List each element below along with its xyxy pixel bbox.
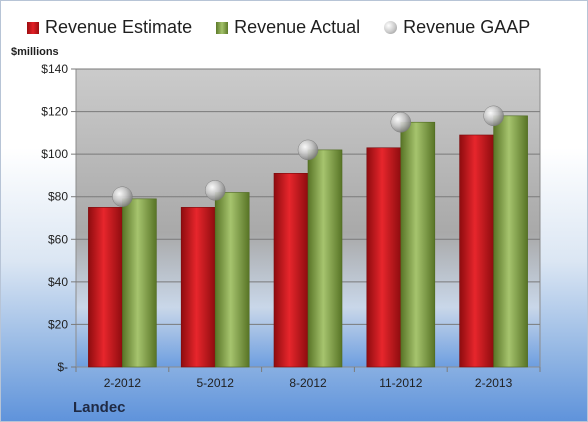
legend: Revenue Estimate Revenue Actual Revenue … — [27, 17, 530, 38]
legend-swatch-gaap — [384, 21, 398, 34]
company-name: Landec — [73, 399, 126, 416]
y-axis-unit-label: $millions — [11, 46, 59, 58]
legend-label-gaap: Revenue GAAP — [403, 17, 531, 37]
gaap-marker — [390, 111, 412, 133]
bar-estimate — [88, 207, 123, 368]
y-tick-label: $140 — [41, 62, 68, 76]
x-tick-label: 11-2012 — [379, 376, 422, 390]
y-tick-label: $40 — [48, 275, 68, 289]
gaap-marker — [112, 186, 133, 207]
bar-estimate — [459, 134, 494, 368]
x-tick-label: 2-2012 — [104, 376, 142, 390]
bar-actual — [400, 121, 436, 368]
legend-label-actual: Revenue Actual — [234, 17, 361, 37]
y-tick-label: $100 — [41, 147, 68, 161]
legend-label-estimate: Revenue Estimate — [45, 17, 193, 37]
bar-estimate — [366, 147, 402, 368]
legend-item-actual: Revenue Actual — [216, 17, 360, 38]
gaap-marker — [483, 105, 504, 127]
gaap-marker — [204, 180, 226, 201]
bar-estimate — [273, 173, 309, 368]
bar-estimate — [180, 207, 216, 368]
x-tick-label: 5-2012 — [197, 376, 235, 390]
y-tick-label: $- — [57, 360, 68, 374]
y-tick-label: $120 — [41, 105, 68, 119]
legend-item-estimate: Revenue Estimate — [27, 17, 192, 38]
bar-actual — [493, 115, 528, 368]
legend-item-gaap: Revenue GAAP — [384, 17, 530, 38]
bar-actual — [214, 192, 250, 368]
gaap-marker — [297, 139, 319, 161]
bar-actual — [122, 198, 157, 368]
bar-actual — [307, 149, 343, 368]
y-tick-label: $80 — [48, 190, 68, 204]
x-tick-label: 8-2012 — [289, 376, 327, 390]
legend-swatch-estimate — [27, 21, 39, 34]
x-tick-label: 2-2013 — [475, 376, 513, 390]
legend-swatch-actual — [216, 21, 229, 34]
y-tick-label: $20 — [48, 317, 68, 331]
y-tick-label: $60 — [48, 232, 68, 246]
